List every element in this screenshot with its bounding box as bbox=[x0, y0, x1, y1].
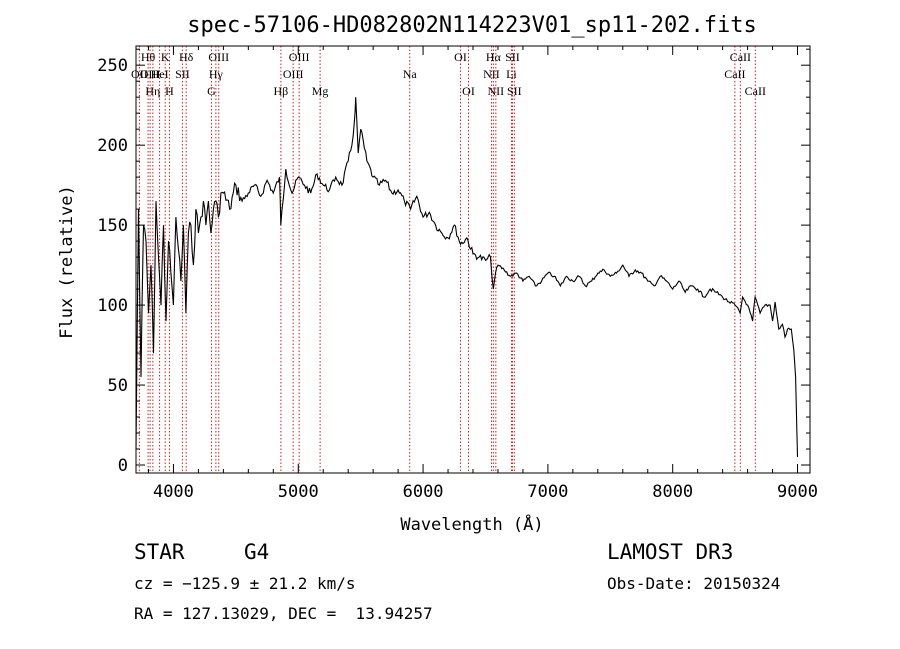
marker-label-18: OI bbox=[462, 84, 475, 98]
marker-label-2: OIII bbox=[140, 67, 161, 81]
marker-label-9: G bbox=[207, 84, 216, 98]
marker-label-12: Hβ bbox=[274, 84, 289, 98]
marker-label-10: Hγ bbox=[209, 67, 224, 81]
marker-label-22: Li bbox=[506, 67, 517, 81]
marker-label-4: HeI bbox=[151, 67, 169, 81]
coordinates: RA = 127.13029, DEC = 13.94257 bbox=[134, 604, 433, 623]
marker-label-17: OI bbox=[454, 50, 467, 64]
y-tick-label-4: 200 bbox=[97, 136, 128, 156]
marker-label-16: Na bbox=[403, 67, 418, 81]
marker-label-19: NII bbox=[483, 67, 500, 81]
line-markers bbox=[138, 46, 756, 473]
y-axis-label: Flux (relative) bbox=[57, 185, 77, 339]
x-tick-label-4: 8000 bbox=[652, 482, 693, 502]
marker-label-11: OIII bbox=[208, 50, 229, 64]
y-tick-label-0: 0 bbox=[118, 456, 128, 476]
y-tick-label-3: 150 bbox=[97, 216, 128, 236]
marker-label-5: K bbox=[161, 50, 170, 64]
spectrum-line bbox=[135, 97, 799, 458]
marker-label-3: Hη bbox=[145, 84, 160, 98]
x-tick-label-3: 7000 bbox=[527, 482, 568, 502]
line-marker-labels: OIIHθOIIIHηHeIKHSIIHδGHγOIIIHβOIIIOIIIMg… bbox=[131, 50, 766, 98]
radial-velocity: cz = −125.9 ± 21.2 km/s bbox=[134, 574, 356, 593]
marker-label-8: Hδ bbox=[179, 50, 194, 64]
x-tick-label-1: 5000 bbox=[278, 482, 319, 502]
object-class: STAR bbox=[134, 540, 185, 564]
marker-label-1: Hθ bbox=[141, 50, 156, 64]
y-tick-label-2: 100 bbox=[97, 296, 128, 316]
marker-label-27: CaII bbox=[745, 84, 766, 98]
marker-label-14: OIII bbox=[289, 50, 310, 64]
y-axis: 0 50 100 150 200 250 bbox=[97, 48, 810, 476]
marker-label-7: SII bbox=[175, 67, 190, 81]
x-tick-label-5: 9000 bbox=[777, 482, 818, 502]
marker-label-13: OIII bbox=[283, 67, 304, 81]
marker-label-6: H bbox=[165, 84, 174, 98]
x-axis-label: Wavelength (Å) bbox=[400, 513, 543, 535]
chart-title: spec-57106-HD082802N114223V01_sp11-202.f… bbox=[187, 13, 757, 38]
y-tick-label-1: 50 bbox=[108, 376, 128, 396]
marker-label-23: SII bbox=[505, 50, 520, 64]
marker-label-25: CaII bbox=[724, 67, 745, 81]
marker-label-0: OII bbox=[131, 67, 148, 81]
marker-label-24: SII bbox=[507, 84, 522, 98]
observation-date: Obs-Date: 20150324 bbox=[607, 574, 781, 593]
marker-label-15: Mg bbox=[312, 84, 329, 98]
marker-label-21: NII bbox=[488, 84, 505, 98]
marker-label-20: Hα bbox=[486, 50, 502, 64]
marker-label-26: CaII bbox=[730, 50, 751, 64]
plot-frame bbox=[135, 45, 811, 474]
survey-name: LAMOST DR3 bbox=[607, 540, 734, 564]
x-tick-label-2: 6000 bbox=[403, 482, 444, 502]
y-tick-label-5: 250 bbox=[97, 56, 128, 76]
subclass: G4 bbox=[244, 540, 270, 564]
x-axis: 4000 5000 6000 7000 8000 9000 bbox=[147, 46, 818, 502]
x-tick-label-0: 4000 bbox=[153, 482, 194, 502]
